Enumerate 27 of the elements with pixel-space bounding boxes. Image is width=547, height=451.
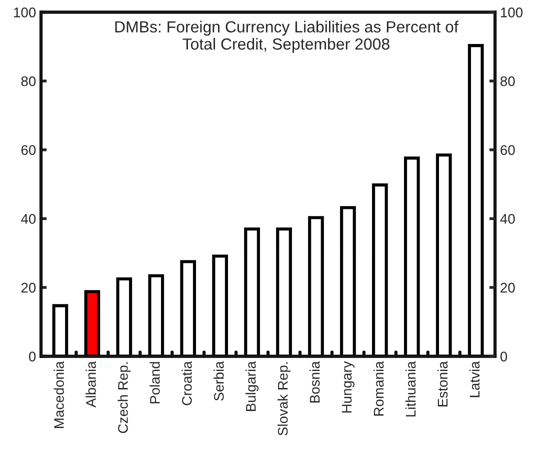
- y-tick-label: 80: [21, 76, 36, 86]
- y-tick-label: 20: [21, 282, 36, 293]
- x-tick-label: Czech Rep.: [118, 362, 131, 434]
- y2-tick-label: 20: [500, 282, 515, 293]
- x-tick-label: Macedonia: [54, 361, 64, 428]
- x-tick-label: Serbia: [214, 361, 224, 401]
- x-tick-label: Hungary: [342, 361, 354, 413]
- y-tick-label: 100: [14, 8, 36, 18]
- x-tick-label: Croatia: [182, 361, 192, 406]
- y-tick-label: 60: [21, 145, 36, 155]
- x-tick-label: Albania: [86, 361, 96, 408]
- y2-tick-label: 40: [500, 214, 515, 224]
- x-tick-label: Latvia: [469, 361, 480, 398]
- x-tick-label: Bosnia: [310, 361, 320, 402]
- x-tick-label: Estonia: [437, 361, 448, 406]
- y2-tick-label: 100: [500, 8, 523, 18]
- y2-tick-label: 60: [500, 145, 515, 155]
- x-tick-label: Bulgaria: [246, 361, 259, 411]
- y-tick-label: 40: [21, 214, 36, 224]
- x-tick-label: Lithuania: [405, 361, 416, 416]
- text: DMBs: Foreign Currency Liabilities as Percent of Total Credit, September 2008: [115, 20, 458, 53]
- x-tick-label: Poland: [150, 362, 160, 404]
- y2-tick-label: 0: [500, 352, 508, 362]
- y2-tick-label: 80: [500, 76, 515, 86]
- x-tick-label: Slovak Rep.: [278, 362, 290, 436]
- y-tick-label: 0: [28, 352, 36, 362]
- x-tick-label: Romania: [373, 361, 384, 416]
